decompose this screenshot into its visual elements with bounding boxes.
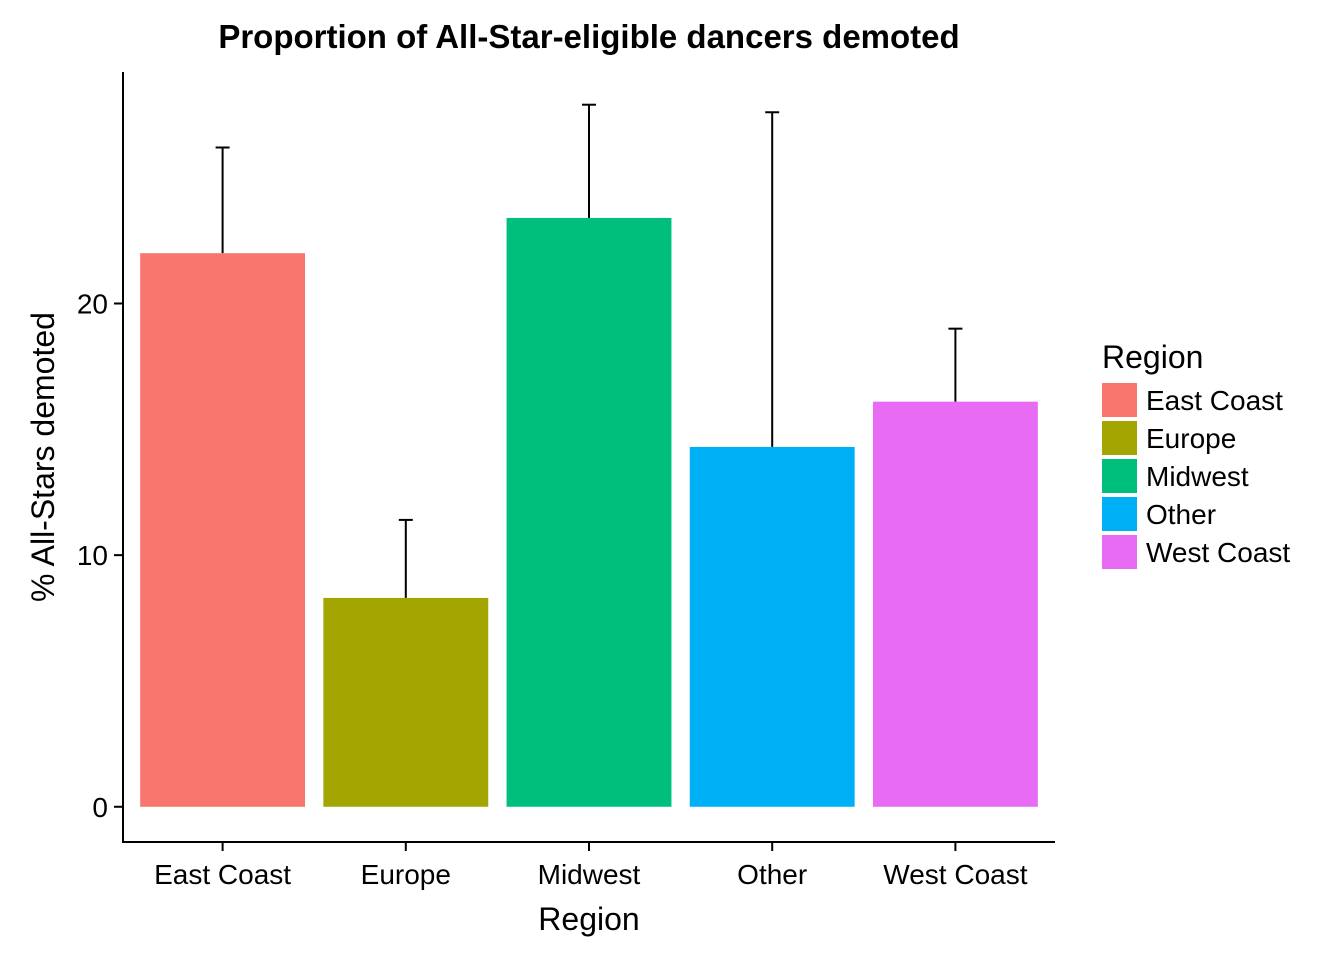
legend-swatch <box>1102 383 1137 417</box>
x-tick-label: Midwest <box>538 859 641 890</box>
legend: Region East Coast Europe Midwest Other West … <box>1102 339 1290 569</box>
legend-label: East Coast <box>1146 385 1283 416</box>
error-bar-other <box>765 111 780 447</box>
x-tick-label: West Coast <box>883 859 1027 890</box>
legend-label: Midwest <box>1146 461 1249 492</box>
bar-other <box>689 446 855 807</box>
error-bar-europe <box>398 518 413 598</box>
legend-entry-east-coast: East Coast <box>1102 383 1283 417</box>
plot-area <box>140 103 1038 807</box>
y-tick-label: 0 <box>92 792 108 823</box>
error-bar-west-coast <box>948 327 963 402</box>
bar-midwest <box>506 217 672 807</box>
chart-title: Proportion of All-Star-eligible dancers … <box>218 18 959 55</box>
y-axis-ticks: 0 10 20 <box>77 289 123 823</box>
legend-entry-europe: Europe <box>1102 421 1236 455</box>
legend-label: West Coast <box>1146 537 1290 568</box>
legend-swatch <box>1102 535 1137 569</box>
legend-entry-west-coast: West Coast <box>1102 535 1290 569</box>
error-bar-midwest <box>582 103 596 218</box>
bar-east-coast <box>140 253 306 807</box>
legend-entries: East Coast Europe Midwest Other West Coast <box>1102 383 1290 569</box>
y-axis-title: % All-Stars demoted <box>25 312 61 602</box>
x-tick-label: Europe <box>361 859 451 890</box>
legend-swatch <box>1102 421 1137 455</box>
y-tick-label: 20 <box>77 289 108 320</box>
error-bar-east-coast <box>215 146 230 254</box>
x-axis-ticks: East Coast Europe Midwest Other West Coast <box>154 842 1028 890</box>
legend-swatch <box>1102 497 1137 531</box>
y-tick-label: 10 <box>77 540 108 571</box>
bar-europe <box>323 597 489 807</box>
legend-label: Europe <box>1146 423 1236 454</box>
x-tick-label: Other <box>737 859 807 890</box>
legend-title: Region <box>1102 339 1203 375</box>
legend-label: Other <box>1146 499 1216 530</box>
legend-swatch <box>1102 459 1137 493</box>
legend-entry-other: Other <box>1102 497 1216 531</box>
x-tick-label: East Coast <box>154 859 291 890</box>
x-axis-title: Region <box>538 901 639 937</box>
legend-entry-midwest: Midwest <box>1102 459 1249 493</box>
bar-west-coast <box>872 401 1038 807</box>
